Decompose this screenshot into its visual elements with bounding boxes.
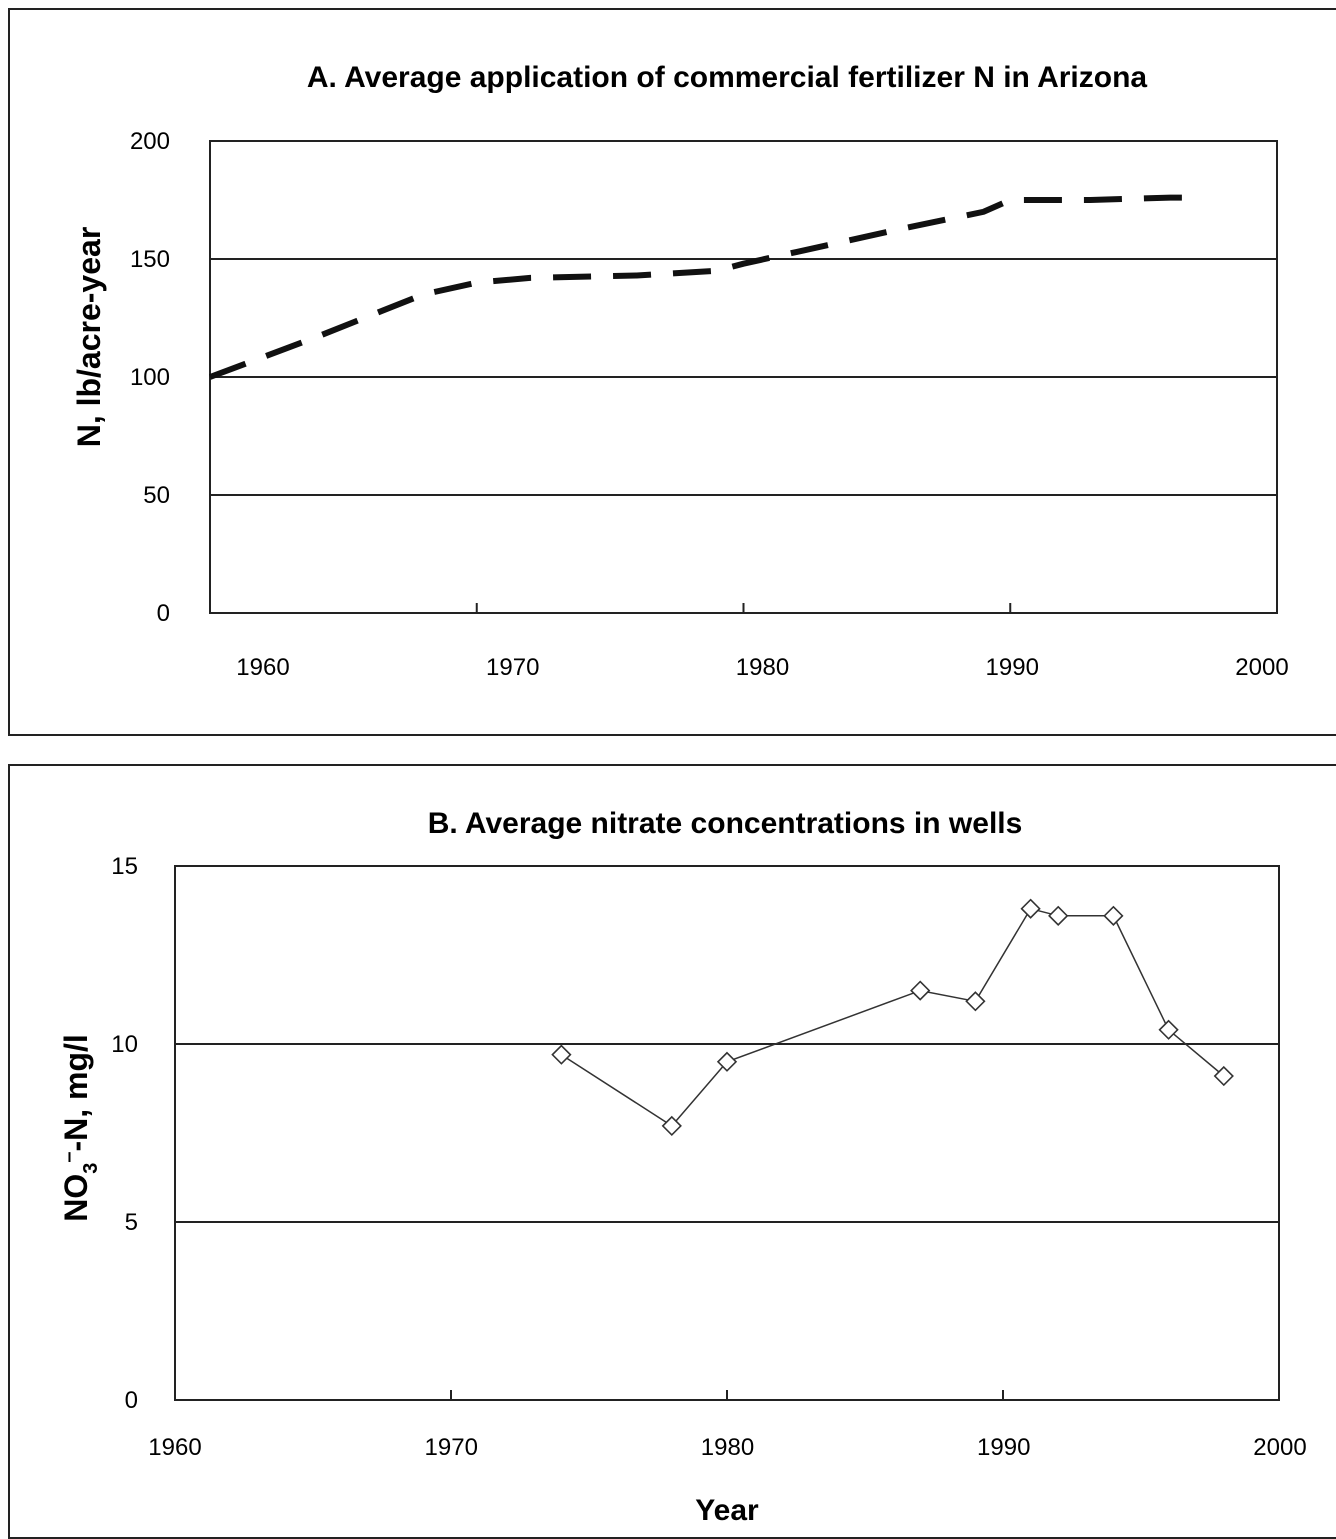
chart-a-x-tick-label: 1980 (736, 654, 789, 681)
chart-a-x-tick-label: 2000 (1235, 654, 1288, 681)
chart-b-x-axis-label: Year (695, 1494, 759, 1527)
chart-b-x-tick-label: 2000 (1253, 1434, 1306, 1461)
chart-b-plot-frame (174, 865, 1280, 1401)
chart-a-series-line (208, 194, 1197, 380)
chart-a-x-tick-label: 1990 (986, 654, 1039, 681)
chart-a-title: A. Average application of commercial fer… (307, 61, 1148, 94)
chart-b-data-point (1020, 898, 1041, 919)
chart-b-x-tick-label: 1980 (701, 1434, 754, 1461)
chart-b-x-tick-label: 1960 (148, 1434, 201, 1461)
chart-b-data-point (965, 991, 986, 1012)
chart-a-x-tick-label: 1960 (236, 654, 289, 681)
chart-b-y-tick-label: 10 (111, 1031, 138, 1058)
chart-b-x-tick-label: 1970 (425, 1434, 478, 1461)
chart-b-data-point (551, 1044, 572, 1065)
chart-b-y-tick-label: 0 (125, 1387, 138, 1414)
chart-b-data-point (1103, 905, 1124, 926)
chart-b-data-point (910, 980, 931, 1001)
chart-b-series-line (560, 907, 1225, 1127)
chart-b-data-point (1213, 1065, 1234, 1087)
chart-b-data-point (661, 1115, 682, 1137)
chart-a-y-tick-label: 150 (130, 246, 170, 273)
chart-b-y-tick-label: 5 (125, 1209, 138, 1236)
chart-b-data-point (1158, 1019, 1179, 1040)
chart-b-data-point (1048, 905, 1069, 926)
chart-a-y-axis-label: N, lb/acre-year (71, 227, 107, 448)
chart-b-x-tick-label: 1990 (977, 1434, 1030, 1461)
chart-a-y-tick-label: 100 (130, 364, 170, 391)
chart-a-x-tick-label: 1970 (486, 654, 539, 681)
chart-a-y-tick-label: 50 (143, 482, 170, 509)
chart-b-data-point (716, 1051, 738, 1072)
chart-panel-b (8, 764, 1336, 1539)
chart-b-y-tick-label: 15 (111, 853, 138, 880)
chart-b-title: B. Average nitrate concentrations in wel… (428, 807, 1023, 840)
chart-a-y-tick-label: 0 (157, 600, 170, 627)
chart-a-y-tick-label: 200 (130, 128, 170, 155)
chart-b-y-axis-label: NO3–-N, mg/l (58, 1034, 102, 1222)
